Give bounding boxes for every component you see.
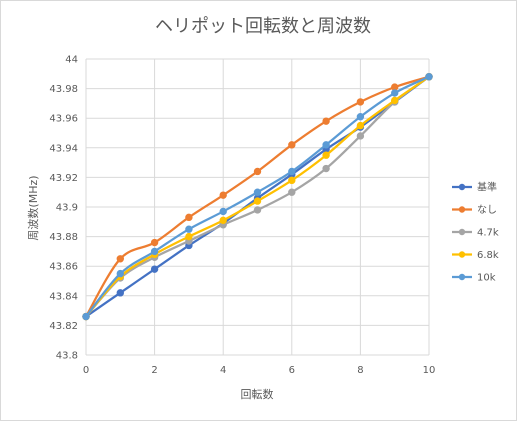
data-point: [356, 113, 365, 121]
x-axis-title: 回転数: [241, 388, 274, 401]
data-point: [288, 141, 296, 149]
data-point: [82, 312, 90, 321]
x-tick-label: 2: [151, 365, 157, 376]
data-point: [253, 206, 262, 214]
tick-labels: 43.8 43.82 43.84 43.86 43.88 43.9 43.92 43.94 43…: [49, 55, 435, 377]
data-point: [253, 197, 262, 205]
data-point: [219, 216, 227, 225]
x-tick-label: 8: [357, 365, 363, 376]
data-point: [288, 176, 296, 185]
legend-label: なし: [477, 204, 497, 216]
y-axis-title: 周波数(MHz): [27, 175, 40, 240]
data-point: [116, 255, 125, 263]
legend-label: 6.8k: [477, 250, 499, 261]
data-point: [150, 238, 159, 247]
legend-marker: [458, 183, 466, 191]
y-tick-label: 43.94: [49, 143, 78, 154]
legend-marker: [458, 251, 466, 258]
y-tick-label: 43.88: [49, 232, 78, 243]
series-layer: [82, 73, 433, 321]
data-point: [185, 225, 193, 233]
chart-title: ヘリポット回転数と周波数: [155, 16, 371, 37]
y-tick-label: 43.82: [49, 321, 78, 332]
legend-item: 10k: [452, 273, 496, 284]
data-point: [150, 247, 159, 256]
data-point: [253, 167, 262, 176]
y-tick-label: 43.84: [49, 291, 78, 302]
data-point: [322, 164, 330, 173]
y-tick-label: 43.86: [49, 262, 78, 273]
data-point: [219, 207, 227, 216]
legend-item: 4.7k: [452, 228, 499, 239]
x-tick-label: 6: [289, 365, 295, 376]
data-point: [425, 73, 433, 81]
y-tick-label: 43.96: [49, 114, 78, 125]
legend-marker: [458, 273, 466, 281]
data-point: [219, 191, 227, 199]
series-4: [82, 73, 433, 321]
y-tick-label: 43.92: [49, 173, 78, 184]
data-point: [116, 269, 125, 278]
data-point: [322, 151, 330, 159]
data-point: [185, 232, 193, 241]
legend-item: 基準: [452, 181, 497, 194]
y-tick-label: 44: [65, 55, 78, 66]
x-tick-label: 0: [83, 365, 89, 376]
data-point: [288, 167, 296, 176]
data-point: [150, 265, 159, 273]
data-point: [391, 96, 399, 105]
data-point: [356, 98, 365, 106]
x-tick-label: 4: [220, 365, 226, 376]
y-tick-label: 43.98: [49, 84, 78, 95]
data-point: [288, 188, 296, 196]
legend-label: 4.7k: [477, 228, 499, 239]
x-tick-label: 10: [423, 365, 436, 376]
data-point: [185, 213, 193, 222]
legend-marker: [458, 206, 466, 213]
legend-label: 10k: [477, 273, 496, 284]
data-point: [391, 89, 399, 97]
data-point: [116, 289, 125, 297]
y-tick-label: 43.9: [56, 203, 78, 214]
legend-label: 基準: [477, 181, 497, 194]
data-point: [356, 132, 365, 140]
data-point: [253, 188, 262, 196]
y-tick-label: 43.8: [56, 351, 78, 362]
legend-marker: [458, 228, 466, 236]
data-point: [322, 117, 330, 125]
legend-item: 6.8k: [452, 250, 499, 261]
legend-item: なし: [452, 204, 497, 216]
data-point: [322, 141, 330, 149]
data-point: [356, 121, 365, 130]
